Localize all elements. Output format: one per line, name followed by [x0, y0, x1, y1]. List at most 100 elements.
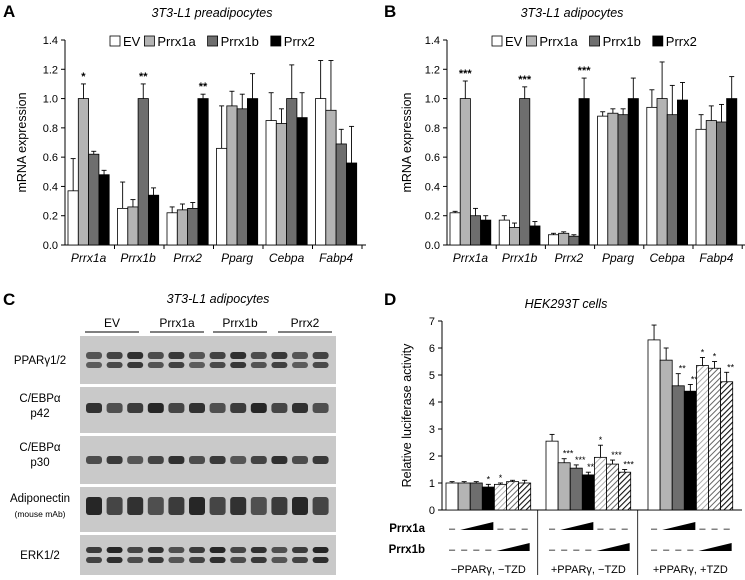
blot-band: [106, 352, 123, 359]
bar-hatch-light: [493, 483, 507, 511]
bar-prrx2: [345, 162, 358, 246]
blot-band: [86, 557, 102, 563]
blot-band: [292, 352, 308, 359]
y-tick-label: 0.6: [43, 152, 58, 164]
y-tick-label: 0: [429, 505, 435, 517]
blot-band: [168, 362, 185, 368]
dash-mark: –: [549, 544, 556, 556]
bar-ev: [548, 234, 560, 246]
chart-a: 0.0 0.2 0.4 0.6 0.8 1.0 1.2 1.4 mRNA expression P…: [15, 34, 366, 265]
y-axis-label: mRNA expression: [400, 92, 414, 192]
prrx1b-wedge: [596, 543, 630, 551]
blot-band: [250, 362, 267, 368]
bar-ev: [498, 219, 510, 246]
blot-band: [292, 557, 308, 563]
x-group-label: +PPARγ, −TZD: [551, 564, 626, 576]
bar-prrx1b: [137, 98, 149, 246]
y-tick-label: 0.0: [43, 240, 58, 252]
dash-mark: –: [711, 523, 718, 535]
blot-band: [209, 497, 226, 515]
blot-band: [168, 547, 185, 553]
significance-mark: ***: [611, 450, 622, 460]
bar-prrx2: [726, 98, 738, 246]
blot-band: [147, 557, 164, 563]
significance-mark: **: [679, 364, 687, 374]
blot-band: [189, 362, 205, 368]
prrx1a-wedge: [560, 522, 594, 530]
panel-label-c: C: [3, 290, 15, 309]
western-blot: EV Prrx1a Prrx1b Prrx2 PPARγ1/2 C/EBPα p42 C/EB…: [10, 316, 336, 575]
bar-prrx1b: [519, 98, 531, 246]
blot-band: [230, 547, 247, 553]
dash-mark: –: [522, 523, 529, 535]
blot-band: [168, 456, 185, 464]
x-tick-label: Prrx1a: [71, 251, 107, 265]
bar-prrx2: [480, 219, 492, 246]
blot-row-label: Adiponectin: [10, 493, 70, 505]
significance-mark: ***: [587, 462, 598, 472]
legend-swatch: [143, 35, 155, 47]
blot-band: [127, 362, 144, 368]
dash-mark: –: [573, 544, 580, 556]
significance-mark: ***: [518, 74, 532, 86]
prrx1b-wedge: [496, 543, 530, 551]
dash-mark: –: [561, 544, 568, 556]
x-tick-label: Cebpa: [650, 251, 686, 265]
blot-band: [230, 497, 247, 515]
bar-darkgray: [569, 467, 583, 511]
blot-band: [271, 403, 288, 413]
blot-band: [127, 352, 144, 359]
bar-ev: [315, 98, 327, 246]
y-tick-label: 0.2: [43, 211, 58, 223]
bar-prrx1b: [617, 114, 629, 246]
bar-hatch-mid: [708, 367, 722, 511]
blot-strip: [80, 336, 336, 384]
bar-ev: [216, 147, 228, 246]
legend-swatch: [526, 35, 537, 47]
blot-row-sublabel: (mouse mAb): [14, 509, 65, 519]
bar-hatch-dark: [518, 482, 532, 511]
blot-band: [168, 497, 185, 515]
blot-band: [168, 403, 185, 413]
dash-mark: –: [609, 523, 616, 535]
dash-mark: –: [509, 523, 516, 535]
blot-band: [209, 547, 226, 553]
blot-band: [292, 403, 308, 413]
blot-row-label: C/EBPα: [19, 393, 61, 405]
blot-band: [127, 557, 144, 563]
bar-white: [647, 339, 661, 511]
blot-band: [147, 403, 164, 413]
legend-swatch: [109, 35, 121, 47]
significance-mark: **: [199, 81, 208, 93]
blot-band: [271, 362, 288, 368]
x-tick-label: Prrx2: [554, 251, 583, 265]
blot-band: [86, 497, 102, 515]
legend-label: Prrx1b: [221, 34, 259, 49]
blot-band: [106, 456, 123, 464]
blot-band: [106, 547, 123, 553]
bar-ev: [117, 207, 129, 246]
panel-a-title: 3T3-L1 preadipocytes: [152, 6, 273, 20]
dash-mark: –: [651, 544, 658, 556]
bar-black: [481, 486, 495, 511]
bar-prrx1b: [236, 108, 248, 246]
lane-header: Prrx1a: [159, 316, 195, 330]
blot-band: [230, 557, 247, 563]
bar-prrx1a: [325, 109, 337, 246]
x-tick-label: Fabp4: [319, 251, 353, 265]
y-tick-label: 1: [429, 478, 435, 490]
blot-band: [250, 497, 267, 515]
bar-prrx1b: [469, 215, 481, 246]
blot-band: [189, 456, 205, 464]
y-axis-label: mRNA expression: [15, 92, 29, 192]
lane-header: Prrx1b: [222, 316, 258, 330]
blot-band: [312, 497, 329, 515]
significance-mark: ***: [459, 68, 473, 80]
legend-swatch: [589, 35, 600, 47]
blot-band: [312, 557, 329, 563]
bar-white: [545, 440, 559, 511]
bar-darkgray: [671, 385, 685, 511]
bar-lightgray: [659, 359, 673, 511]
bar-prrx1a: [558, 232, 570, 246]
